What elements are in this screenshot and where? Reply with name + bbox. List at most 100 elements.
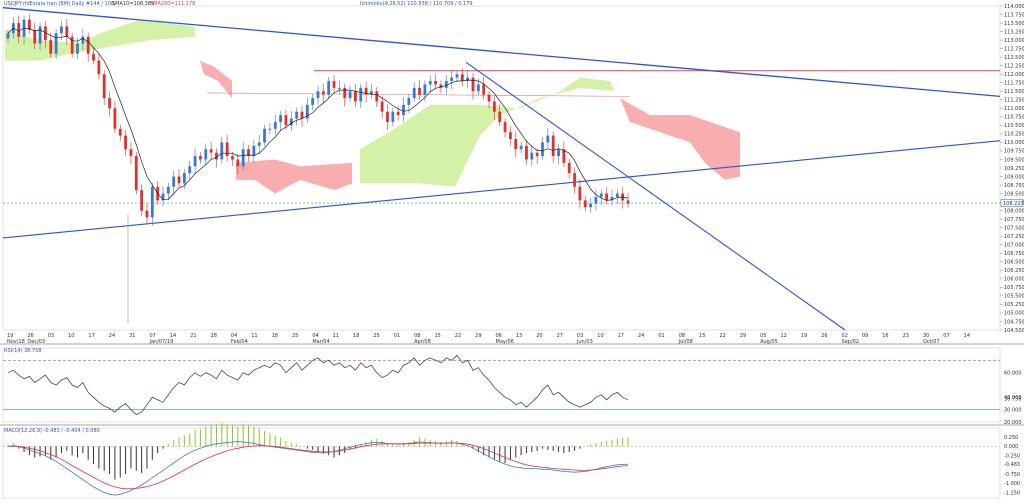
candle-body <box>343 87 347 99</box>
candle-body <box>6 33 10 39</box>
y-tick-label: 107.250 <box>1004 234 1024 240</box>
candle-body <box>33 29 37 44</box>
candle-body <box>97 60 101 75</box>
x-tick-label: 03 <box>48 333 54 339</box>
x-tick-label: 07 <box>943 333 949 339</box>
x-tick-label: 25 <box>292 333 298 339</box>
chart-header-sma: SMA10=108.365 <box>112 1 154 7</box>
x-tick-label: 18 <box>353 333 359 339</box>
candle-body <box>134 156 138 191</box>
x-month-label: Mar/04 <box>312 339 329 345</box>
chart-header-symbol: USDJPY.rfdEstate Iran (BM) Daily #144 / … <box>4 1 116 7</box>
x-tick-label: 04 <box>312 333 318 339</box>
y-tick-label: 107.500 <box>1004 225 1024 231</box>
y-tick-label: 113.500 <box>1004 21 1024 27</box>
macd-y-tick: -1.250 <box>1004 490 1020 496</box>
chart-header-sma200: SMA200=111.178 <box>150 1 195 7</box>
y-tick-label: 109.500 <box>1004 157 1024 163</box>
x-tick-label: 10 <box>68 333 74 339</box>
candle-body <box>225 142 229 157</box>
candle-body <box>412 87 416 99</box>
candle-body <box>509 132 512 140</box>
x-tick-label: 17 <box>618 333 624 339</box>
candle-body <box>546 135 550 143</box>
sma-line <box>7 27 629 201</box>
candle-body <box>113 108 117 129</box>
candle-body <box>273 121 277 129</box>
candle-body <box>525 145 528 160</box>
macd-y-tick: -0.250 <box>1004 453 1020 459</box>
x-tick-label: 03 <box>577 333 583 339</box>
candle-body <box>386 111 389 122</box>
x-tick-label: 12 <box>780 333 786 339</box>
macd-y-tick: 0.000 <box>1004 444 1018 450</box>
y-tick-label: 104.750 <box>1004 319 1024 325</box>
candle-body <box>364 87 368 95</box>
candle-body <box>129 149 133 157</box>
candle-body <box>199 156 202 160</box>
macd-y-tick: -0.750 <box>1004 472 1020 478</box>
rsi-y-tick: 60.000 <box>1004 370 1022 376</box>
candle-body <box>514 139 518 150</box>
candle-body <box>567 162 571 174</box>
y-tick-label: 109.750 <box>1004 149 1024 155</box>
candle-body <box>161 193 165 201</box>
candle-body <box>599 193 603 197</box>
candle-body <box>460 74 464 82</box>
candle-body <box>610 196 614 201</box>
candle-body <box>193 156 197 167</box>
candle-body <box>583 200 587 208</box>
y-tick-label: 112.750 <box>1004 46 1024 52</box>
candle-body <box>402 104 405 116</box>
x-tick-label: 15 <box>434 333 440 339</box>
y-tick-label: 114.000 <box>1004 4 1024 10</box>
ichimoku-cloud-bear <box>620 98 740 180</box>
macd-line <box>7 441 629 496</box>
candle-body <box>557 149 560 157</box>
ichimoku-cloud-bear <box>236 159 352 194</box>
y-tick-label: 111.000 <box>1004 106 1024 112</box>
candle-body <box>257 142 261 146</box>
y-tick-label: 111.250 <box>1004 98 1024 104</box>
macd-y-tick: -1.000 <box>1004 481 1020 487</box>
candle-body <box>60 26 63 34</box>
candle-body <box>54 33 58 54</box>
candle-body <box>204 149 208 160</box>
x-tick-label: 14 <box>170 333 176 339</box>
x-tick-label: 18 <box>272 333 278 339</box>
x-tick-label: 11 <box>333 333 339 339</box>
y-tick-label: 110.000 <box>1004 140 1024 146</box>
ichimoku-cloud-bull <box>5 19 195 61</box>
y-tick-label: 112.250 <box>1004 63 1024 69</box>
current-price-label: 108.223 <box>1003 201 1024 207</box>
y-tick-label: 110.250 <box>1004 132 1024 138</box>
candle-body <box>476 84 480 92</box>
x-tick-label: 04 <box>231 333 237 339</box>
rsi-y-tick: 20.000 <box>1004 420 1022 426</box>
y-tick-label: 113.750 <box>1004 12 1024 18</box>
x-month-label: Nov/18 <box>7 339 25 345</box>
candle-body <box>444 81 448 88</box>
x-tick-label: 22 <box>719 333 725 339</box>
x-tick-label: 23 <box>903 333 909 339</box>
x-tick-label: 27 <box>557 333 563 339</box>
x-tick-label: 06 <box>496 333 502 339</box>
y-tick-label: 111.750 <box>1004 81 1024 87</box>
candle-body <box>311 98 315 105</box>
y-tick-label: 107.750 <box>1004 217 1024 223</box>
candle-body <box>375 91 379 102</box>
current-price-tag <box>1000 199 1024 207</box>
candle-body <box>434 81 437 85</box>
x-month-label: Oct/07 <box>923 339 940 345</box>
x-tick-label: 20 <box>536 333 542 339</box>
candle-body <box>27 19 31 30</box>
y-tick-label: 105.750 <box>1004 285 1024 291</box>
candle-body <box>541 142 544 157</box>
candle-body <box>418 87 421 95</box>
ichimoku-cloud-bull <box>360 77 615 187</box>
candle-body <box>231 156 234 160</box>
x-tick-label: 08 <box>414 333 420 339</box>
trendline-lower-rising <box>2 140 1001 239</box>
candle-body <box>519 145 523 150</box>
